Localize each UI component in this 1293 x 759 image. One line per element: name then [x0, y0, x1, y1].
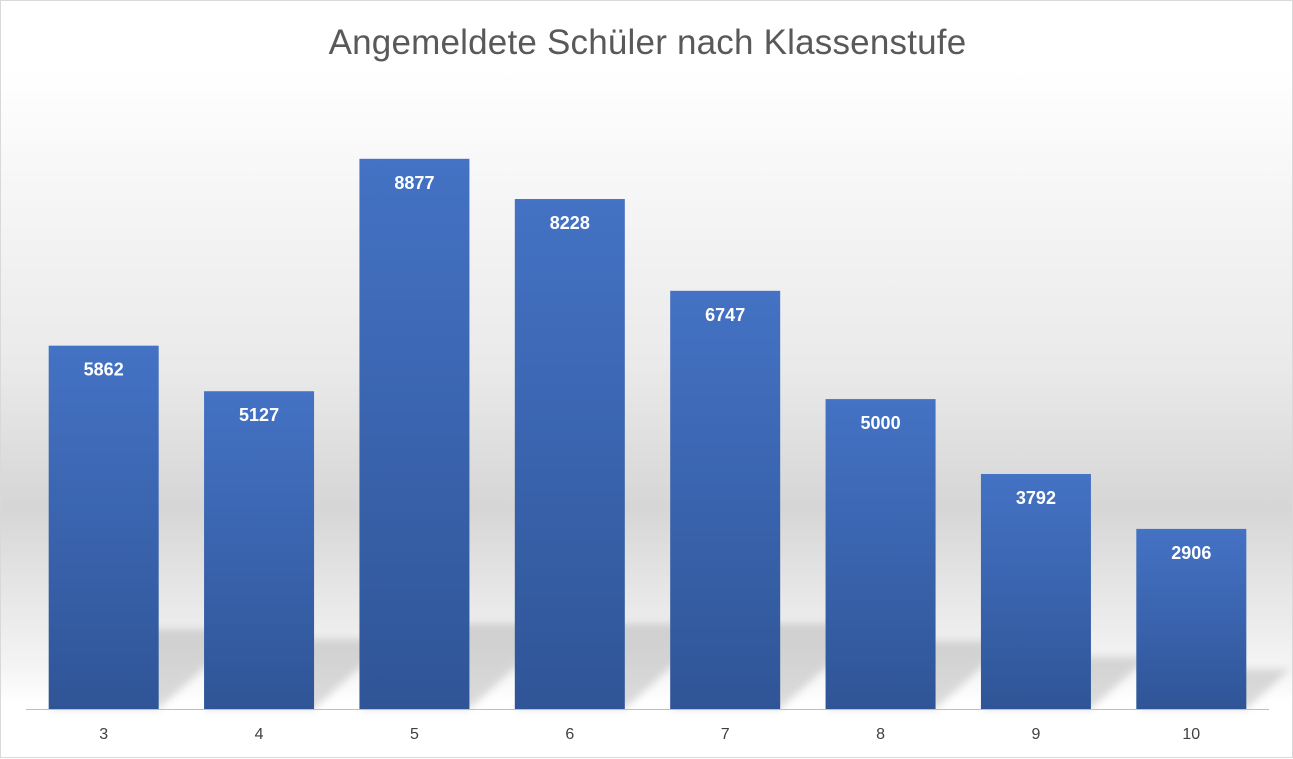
data-label: 5127 [239, 405, 279, 425]
data-label: 5000 [861, 413, 901, 433]
bar-6 [514, 199, 625, 709]
data-label: 6747 [705, 305, 745, 325]
x-tick-label: 9 [1031, 726, 1040, 743]
x-tick-label: 6 [565, 726, 574, 743]
bar-9 [980, 473, 1091, 709]
data-label: 3792 [1016, 488, 1056, 508]
bar-8 [825, 399, 936, 709]
x-tick-label: 3 [99, 726, 108, 743]
bar-7 [670, 290, 781, 709]
bars-group [48, 158, 1247, 710]
x-tick-label: 8 [876, 726, 885, 743]
x-tick-label: 7 [721, 726, 730, 743]
bar-5 [359, 158, 470, 710]
data-label: 2906 [1171, 543, 1211, 563]
bar-10 [1136, 528, 1247, 709]
bar-3 [48, 345, 159, 709]
x-tick-labels-group: 3 4 5 6 7 8 9 10 [99, 726, 1200, 743]
chart-title: Angemeldete Schüler nach Klassenstufe [328, 23, 967, 62]
data-labels-group: 5862 5127 8877 8228 6747 5000 3792 2906 [84, 173, 1212, 563]
x-tick-label: 5 [410, 726, 419, 743]
x-tick-label: 4 [255, 726, 264, 743]
bar-4 [204, 391, 315, 709]
data-label: 8877 [394, 173, 434, 193]
x-tick-label: 10 [1182, 726, 1200, 743]
data-label: 8228 [550, 213, 590, 233]
data-label: 5862 [84, 360, 124, 380]
